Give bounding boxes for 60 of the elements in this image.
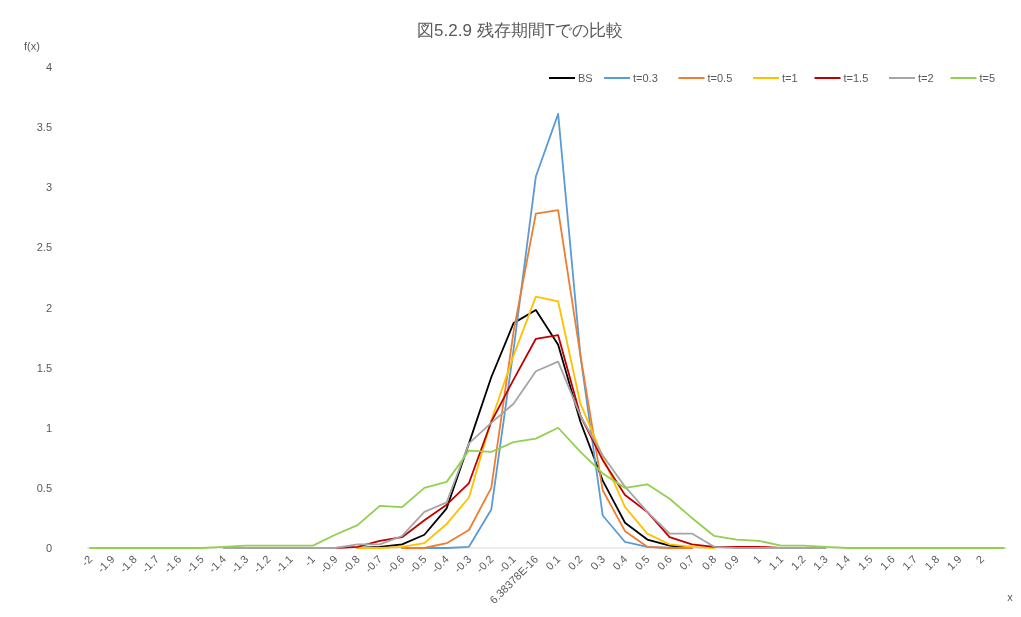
- x-tick-label: 1.1: [766, 552, 786, 573]
- legend-label: t=0.3: [633, 72, 658, 84]
- line-series: [401, 209, 693, 549]
- y-tick-label: 3: [45, 181, 52, 194]
- x-tick-label: 1.3: [810, 552, 831, 573]
- chart-title: 図5.2.9 残存期間Tでの比較: [417, 21, 623, 40]
- x-tick-label: 1.4: [833, 552, 853, 573]
- x-tick-label: 0.6: [654, 552, 675, 573]
- x-tick-label: 2: [973, 552, 987, 566]
- legend-label: t=2: [918, 72, 934, 84]
- x-tick-label: -0.6: [384, 552, 407, 575]
- y-tick-label: 2.5: [36, 241, 52, 254]
- x-tick-label: 0.5: [632, 552, 652, 573]
- x-tick-label: -0.5: [406, 552, 429, 575]
- legend-label: t=1.5: [843, 72, 869, 84]
- x-tick-label: 0.3: [587, 552, 608, 573]
- x-tick-label: -1.3: [228, 552, 251, 575]
- y-tick-label: 1: [45, 421, 52, 434]
- x-tick-label: -2: [79, 552, 95, 569]
- x-tick-label: -1.2: [250, 552, 273, 575]
- line-series: [89, 426, 1005, 549]
- x-tick-label: 1: [750, 552, 764, 566]
- y-tick-label: 1.5: [36, 361, 52, 374]
- x-tick-label: 1.8: [922, 552, 942, 573]
- y-tick-label: 4: [45, 61, 52, 73]
- x-tick-label: -0.8: [340, 552, 362, 575]
- x-tick-label: 0.4: [610, 552, 630, 573]
- x-tick-label: -1.4: [206, 552, 229, 575]
- x-tick-label: -0.7: [362, 552, 385, 575]
- x-tick-label: 1.7: [899, 552, 920, 573]
- x-axis-title: x: [1007, 591, 1014, 603]
- y-tick-label: 0: [45, 542, 52, 554]
- line-series: [222, 360, 827, 549]
- x-tick-label: -1.1: [273, 552, 296, 575]
- x-tick-label: 0.9: [721, 552, 741, 573]
- legend-label: t=0.5: [707, 72, 733, 84]
- x-tick-label: 1.2: [788, 552, 808, 573]
- x-tick-label: -1.6: [161, 552, 184, 575]
- legend-label: t=1: [782, 72, 798, 84]
- legend-label: t=5: [979, 72, 996, 84]
- x-tick-label: -1.8: [117, 552, 139, 575]
- x-tick-label: -0.3: [451, 552, 474, 575]
- x-tick-label: 0.2: [565, 552, 585, 573]
- x-tick-label: -1.9: [94, 552, 117, 575]
- y-tick-label: 3.5: [36, 121, 52, 134]
- legend-label: BS: [578, 72, 593, 84]
- x-tick-label: -1.7: [139, 552, 162, 575]
- x-tick-label: 1.6: [877, 552, 897, 573]
- x-tick-label: -1: [301, 552, 318, 569]
- x-tick-label: 0.7: [677, 552, 697, 573]
- y-tick-label: 0.5: [36, 481, 52, 494]
- x-tick-label: 1.5: [855, 552, 875, 573]
- y-tick-label: 2: [45, 301, 52, 314]
- x-tick-label: -0.4: [429, 552, 452, 575]
- x-tick-label: 0.8: [699, 552, 719, 573]
- x-tick-label: -1.5: [183, 552, 206, 575]
- y-axis-title: f(x): [24, 40, 40, 52]
- x-tick-label: 1.9: [944, 552, 964, 573]
- x-tick-label: -0.9: [317, 552, 340, 575]
- x-tick-label: 0.1: [543, 552, 563, 573]
